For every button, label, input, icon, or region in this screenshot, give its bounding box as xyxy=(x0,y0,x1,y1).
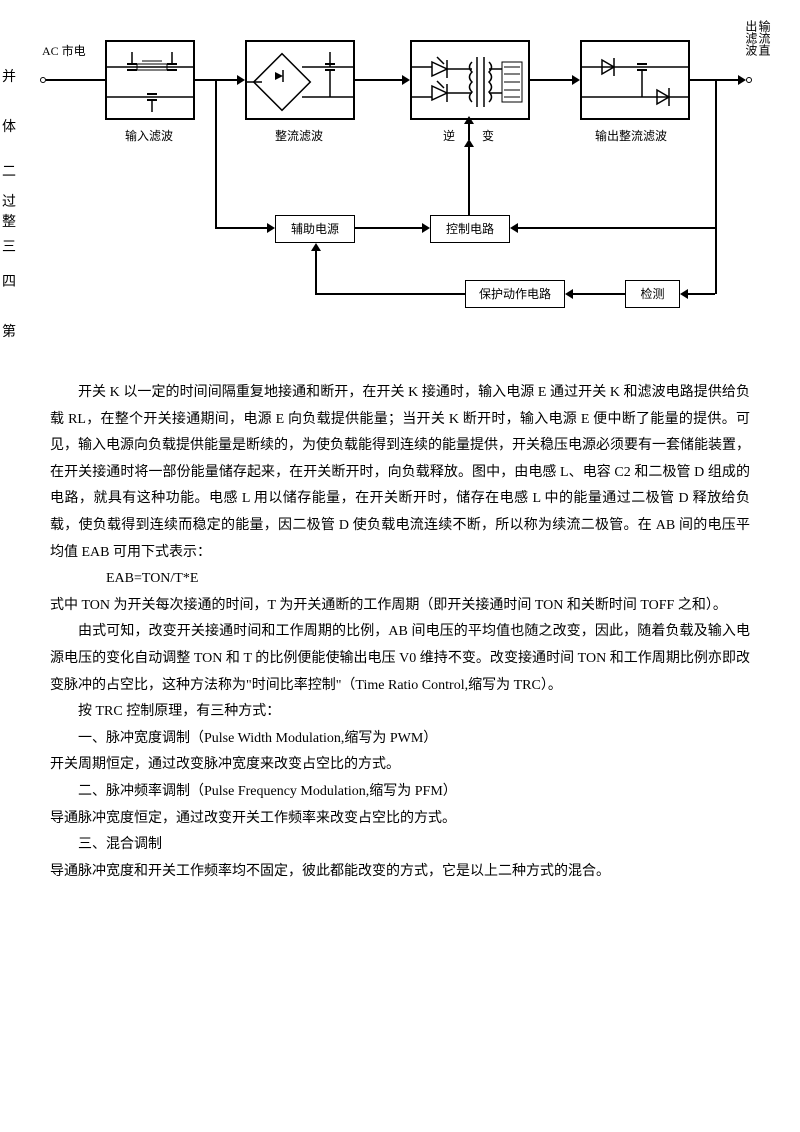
wire xyxy=(315,293,465,295)
paragraph: 由式可知，改变开关接通时间和工作周期的比例，AB 间电压的平均值也随之改变，因此… xyxy=(50,619,750,699)
side-char: 并 xyxy=(2,65,16,92)
control-label: 控制电路 xyxy=(446,218,494,241)
paragraph: 开关 K 以一定的时间间隔重复地接通和断开，在开关 K 接通时，输入电源 E 通… xyxy=(50,380,750,566)
paragraph: 二、脉冲频率调制（Pulse Frequency Modulation,缩写为 … xyxy=(50,779,750,806)
paragraph: 一、脉冲宽度调制（Pulse Width Modulation,缩写为 PWM） xyxy=(50,726,750,753)
paragraph: 导通脉冲宽度和开关工作频率均不固定，彼此都能改变的方式，它是以上二种方式的混合。 xyxy=(50,859,750,886)
side-char: 三 xyxy=(2,235,16,262)
wire xyxy=(468,145,470,215)
output-node xyxy=(746,77,752,83)
side-char: 二 xyxy=(2,160,16,187)
wire xyxy=(530,79,574,81)
aux-power-box: 辅助电源 xyxy=(275,215,355,243)
input-filter-box xyxy=(105,40,195,120)
wire xyxy=(355,79,404,81)
wire xyxy=(195,79,239,81)
paragraph: 导通脉冲宽度恒定，通过改变开关工作频率来改变占空比的方式。 xyxy=(50,806,750,833)
side-char: 整 xyxy=(2,210,16,237)
rectifier-box xyxy=(245,40,355,120)
wire xyxy=(215,227,269,229)
paragraph: 三、混合调制 xyxy=(50,832,750,859)
input-filter-label: 输入滤波 xyxy=(125,125,173,148)
wire xyxy=(215,80,217,228)
output-rect-label: 输出整流滤波 xyxy=(595,125,667,148)
formula: EAB=TON/T*E xyxy=(50,566,750,593)
wire xyxy=(715,80,717,294)
wire xyxy=(571,293,625,295)
inverter-label2: 变 xyxy=(482,125,494,148)
side-char: 第 xyxy=(2,320,16,347)
aux-power-label: 辅助电源 xyxy=(291,218,339,241)
rectifier-label: 整流滤波 xyxy=(275,125,323,148)
protection-label: 保护动作电路 xyxy=(479,283,551,306)
wire xyxy=(315,249,317,293)
side-char: 体 xyxy=(2,115,16,142)
wire xyxy=(355,227,424,229)
wire xyxy=(46,79,105,81)
detection-box: 检测 xyxy=(625,280,680,308)
document-text: 开关 K 以一定的时间间隔重复地接通和断开，在开关 K 接通时，输入电源 E 通… xyxy=(50,380,750,885)
paragraph: 式中 TON 为开关每次接通的时间，T 为开关通断的工作周期（即开关接通时间 T… xyxy=(50,593,750,620)
wire xyxy=(516,227,715,229)
block-diagram: 并 体 二 过 整 三 四 第 AC 市电 输流直出滤波 输入滤波 xyxy=(50,20,750,350)
output-rect-box xyxy=(580,40,690,120)
inverter-arrow xyxy=(468,122,470,140)
control-box: 控制电路 xyxy=(430,215,510,243)
detection-label: 检测 xyxy=(640,283,664,306)
output-label: 输流直出滤波 xyxy=(744,20,770,56)
protection-box: 保护动作电路 xyxy=(465,280,565,308)
inverter-box xyxy=(410,40,530,120)
ac-input-label: AC 市电 xyxy=(42,40,86,63)
side-char: 四 xyxy=(2,270,16,297)
inverter-label: 逆 xyxy=(443,125,455,148)
wire xyxy=(686,293,715,295)
paragraph: 按 TRC 控制原理，有三种方式： xyxy=(50,699,750,726)
paragraph: 开关周期恒定，通过改变脉冲宽度来改变占空比的方式。 xyxy=(50,752,750,779)
